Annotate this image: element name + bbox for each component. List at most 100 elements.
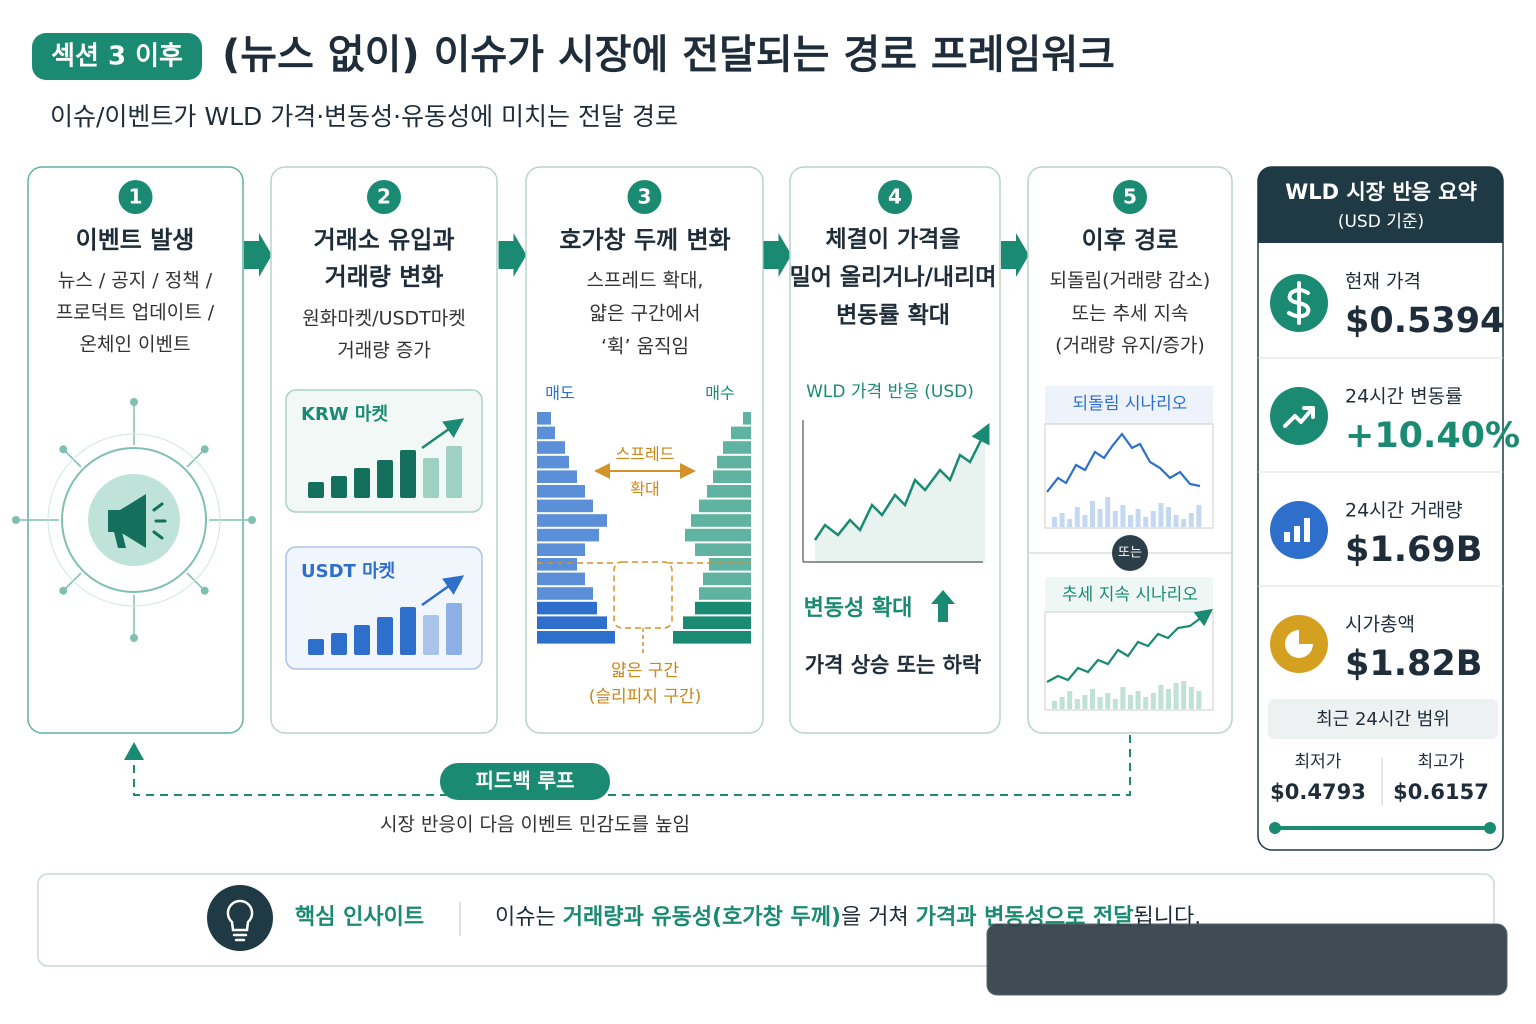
buy-order-bar xyxy=(683,616,751,629)
scenario-volume xyxy=(1181,519,1187,527)
flow-arrow xyxy=(498,233,527,277)
volume-bar xyxy=(331,476,347,498)
page-subtitle: 이슈/이벤트가 WLD 가격·변동성·유동성에 미치는 전달 경로 xyxy=(50,102,678,131)
metric-value: $1.82B xyxy=(1345,644,1482,684)
step-description: 온체인 이벤트 xyxy=(80,334,191,356)
scenario-volume xyxy=(1166,689,1171,709)
or-label: 또는 xyxy=(1118,546,1142,561)
metric-label: 24시간 거래량 xyxy=(1345,500,1463,522)
sell-order-bar xyxy=(537,455,569,469)
scenario-header xyxy=(1045,577,1213,613)
thin-zone-label: (슬리피지 구간) xyxy=(589,687,702,707)
overlay-box xyxy=(986,923,1508,996)
trend-arrow xyxy=(421,418,465,450)
scenario-volume xyxy=(1188,513,1194,527)
volume-bar xyxy=(446,603,462,655)
step-description: 뉴스 / 공지 / 정책 / xyxy=(58,270,213,292)
volume-bar xyxy=(331,633,347,655)
step-number-circle xyxy=(367,180,401,214)
volume-bar xyxy=(377,460,393,498)
buy-order-bar xyxy=(685,528,751,542)
step-title: 거래소 유입과 xyxy=(314,226,455,254)
scenario-chart xyxy=(1044,423,1214,529)
buy-order-bar xyxy=(743,412,751,425)
scenario-volume xyxy=(1105,497,1111,527)
buy-order-bar xyxy=(695,543,751,556)
scenario-volume xyxy=(1112,511,1118,527)
step-description: 스프레드 확대, xyxy=(587,270,704,292)
scenario-volume xyxy=(1166,507,1171,527)
trend-icon xyxy=(1283,406,1315,428)
sell-order-bar xyxy=(537,587,593,600)
range-high-label: 최고가 xyxy=(1418,752,1465,772)
scenario-volume xyxy=(1067,691,1073,709)
metric-value: $0.5394 xyxy=(1345,301,1504,341)
flow-arrow xyxy=(244,233,272,277)
buy-order-bar xyxy=(699,587,751,600)
step-description: 얇은 구간에서 xyxy=(590,303,701,325)
summary-subtitle: (USD 기준) xyxy=(1338,212,1424,232)
volume-bar xyxy=(400,607,416,655)
spoke-dot xyxy=(130,398,138,406)
buy-label: 매수 xyxy=(705,384,734,403)
scenario-volume xyxy=(1059,513,1065,527)
scenario-volume xyxy=(1135,509,1141,527)
scenario-volume xyxy=(1074,699,1080,709)
buy-order-bar xyxy=(699,499,751,513)
spoke-dot xyxy=(248,516,256,524)
buy-order-bar xyxy=(731,426,751,440)
scenario-volume xyxy=(1158,685,1164,709)
scenario-volume xyxy=(1090,689,1095,709)
spread-label: 확대 xyxy=(630,480,659,499)
price-note: 가격 상승 또는 하락 xyxy=(805,653,982,677)
scenario-volume xyxy=(1135,691,1141,709)
step-description: 또는 추세 지속 xyxy=(1072,303,1189,325)
step-number: 1 xyxy=(129,185,143,209)
step-description: 거래량 증가 xyxy=(337,340,430,362)
feedback-arrowhead xyxy=(124,742,144,760)
step-title: 밀어 올리거나/내리며 xyxy=(790,265,997,291)
buy-order-bar xyxy=(713,470,751,483)
step-title: 이벤트 발생 xyxy=(76,226,195,254)
spoke-dot xyxy=(12,516,20,524)
metric-value: $1.69B xyxy=(1345,530,1482,570)
price-line xyxy=(813,423,990,541)
event-icon xyxy=(12,398,256,642)
section-badge xyxy=(32,33,202,80)
or-badge xyxy=(1112,535,1148,571)
spoke xyxy=(186,572,206,592)
scenario-volume xyxy=(1052,517,1057,527)
range-title: 최근 24시간 범위 xyxy=(1316,709,1450,730)
step-title: 변동률 확대 xyxy=(836,303,950,329)
spoke-dot xyxy=(59,586,68,595)
scenario-volume xyxy=(1196,505,1202,527)
sell-order-bar xyxy=(537,470,577,483)
feedback-caption: 시장 반응이 다음 이벤트 민감도를 높임 xyxy=(380,814,690,836)
metric-label: 24시간 변동률 xyxy=(1345,386,1463,408)
scenario-volume xyxy=(1173,683,1179,709)
step-number-circle xyxy=(627,180,662,214)
scenario-volume xyxy=(1112,699,1118,709)
step-description: ‘휙’ 움직임 xyxy=(601,336,689,358)
thin-zone-box xyxy=(613,561,673,629)
volume-bar xyxy=(423,458,439,498)
step-number: 2 xyxy=(377,185,391,209)
summary-title: WLD 시장 반응 요약 xyxy=(1285,180,1477,204)
scenario-volume xyxy=(1188,687,1194,709)
scenario-volume xyxy=(1120,687,1126,709)
step-number: 3 xyxy=(638,185,652,209)
sell-order-bar xyxy=(537,601,597,615)
chart-title: WLD 가격 반응 (USD) xyxy=(806,382,974,402)
scenario-volume xyxy=(1090,501,1095,527)
metric-label: 시가총액 xyxy=(1345,614,1415,636)
volume-bar xyxy=(377,617,393,655)
insight-segment: 거래량과 유동성(호가창 두께) xyxy=(563,905,841,930)
spoke xyxy=(62,448,82,468)
scenario-volume xyxy=(1082,515,1088,527)
step-number-circle xyxy=(1113,180,1147,214)
sell-order-bar xyxy=(537,499,593,513)
step-number-circle xyxy=(118,180,153,214)
summary-header xyxy=(1258,167,1503,243)
scenario-volume xyxy=(1196,691,1202,709)
